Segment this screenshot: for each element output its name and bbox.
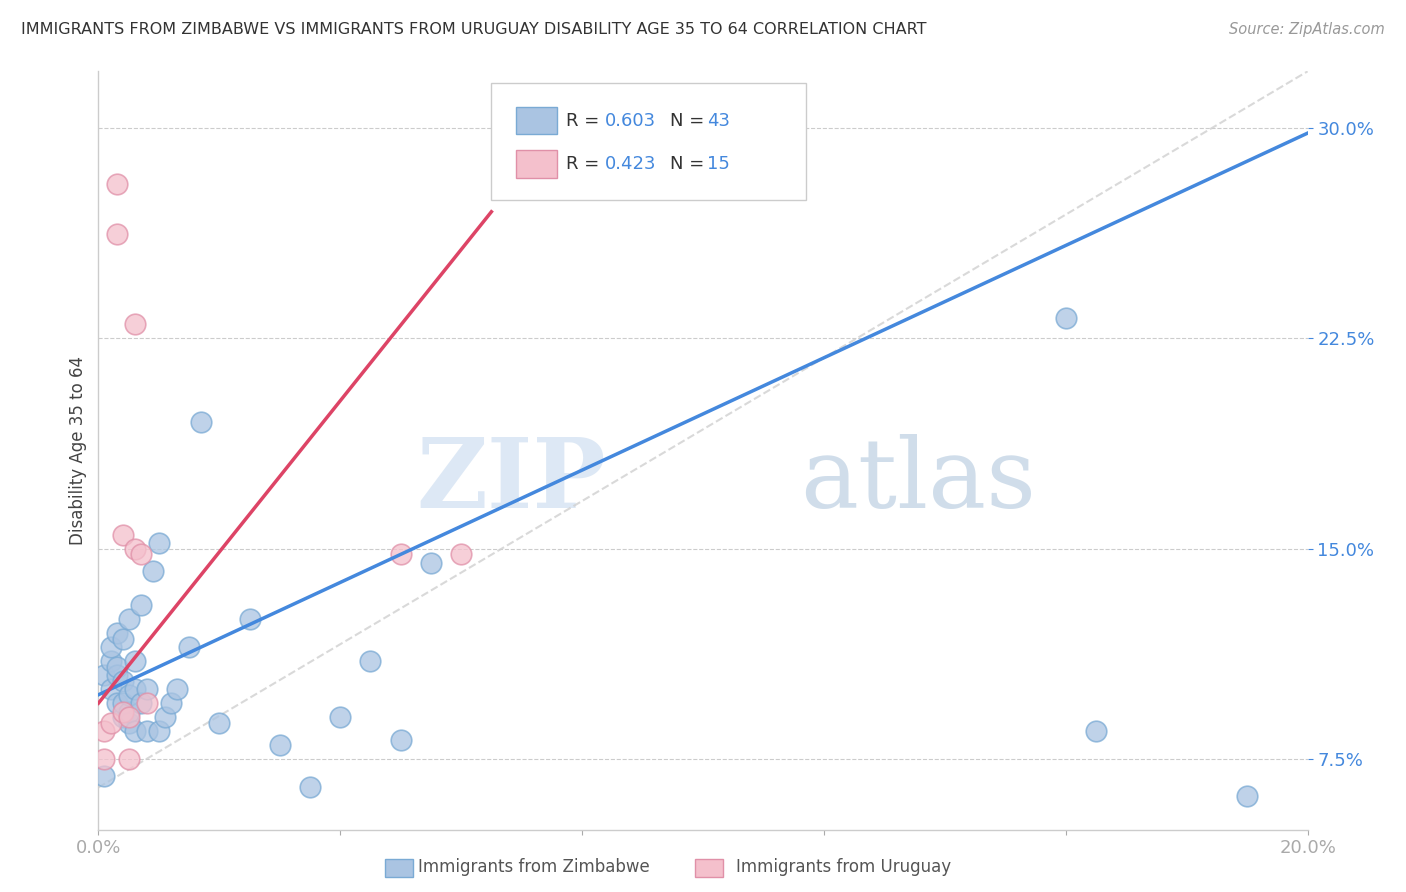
Point [269,739,291,753]
Point [100,715,122,730]
Point [1054,311,1077,326]
Point [111,632,134,646]
Point [166,682,188,697]
Text: 0.603: 0.603 [605,112,657,129]
Text: Immigrants from Uruguay: Immigrants from Uruguay [735,858,952,876]
FancyBboxPatch shape [516,150,557,178]
Point [329,710,352,724]
Text: N =: N = [671,155,710,173]
Point [389,547,412,561]
Point [135,682,157,697]
Point [124,541,146,556]
Point [420,556,443,570]
Point [129,598,152,612]
Text: IMMIGRANTS FROM ZIMBABWE VS IMMIGRANTS FROM URUGUAY DISABILITY AGE 35 TO 64 CORR: IMMIGRANTS FROM ZIMBABWE VS IMMIGRANTS F… [21,22,927,37]
Point [148,724,170,739]
Point [118,752,141,766]
Point [111,527,134,541]
Point [148,536,170,550]
Point [111,710,134,724]
Point [389,732,412,747]
Point [124,682,146,697]
Point [105,696,128,710]
Point [93,769,115,783]
Point [93,668,115,682]
Text: 0.423: 0.423 [605,155,657,173]
Point [100,682,122,697]
Point [93,752,115,766]
Point [450,547,472,561]
Text: R =: R = [567,155,606,173]
Point [124,654,146,668]
Point [100,654,122,668]
Text: N =: N = [671,112,710,129]
Point [124,317,146,331]
FancyBboxPatch shape [516,107,557,135]
Y-axis label: Disability Age 35 to 64: Disability Age 35 to 64 [69,356,87,545]
Point [111,696,134,710]
Text: Immigrants from Zimbabwe: Immigrants from Zimbabwe [419,858,650,876]
Point [105,668,128,682]
Point [129,696,152,710]
FancyBboxPatch shape [492,83,806,201]
Text: 15: 15 [707,155,730,173]
Point [190,416,212,430]
Text: Source: ZipAtlas.com: Source: ZipAtlas.com [1229,22,1385,37]
Point [160,696,183,710]
Point [142,564,165,578]
Point [153,710,176,724]
Point [118,705,141,719]
Point [1085,724,1108,739]
Point [129,547,152,561]
Point [105,227,128,242]
Point [135,696,157,710]
Point [299,780,322,795]
Point [105,659,128,673]
Point [93,724,115,739]
Point [118,612,141,626]
Point [105,626,128,640]
Point [135,724,157,739]
Point [105,177,128,191]
Point [239,612,262,626]
Text: R =: R = [567,112,606,129]
Point [100,640,122,654]
Point [118,688,141,702]
Point [118,715,141,730]
Point [118,710,141,724]
Point [124,724,146,739]
Point [111,673,134,688]
Point [1236,789,1258,803]
Text: 43: 43 [707,112,730,129]
Point [208,715,231,730]
Point [360,654,382,668]
Text: ZIP: ZIP [416,434,606,528]
Point [179,640,201,654]
Text: atlas: atlas [800,434,1036,528]
Point [111,705,134,719]
